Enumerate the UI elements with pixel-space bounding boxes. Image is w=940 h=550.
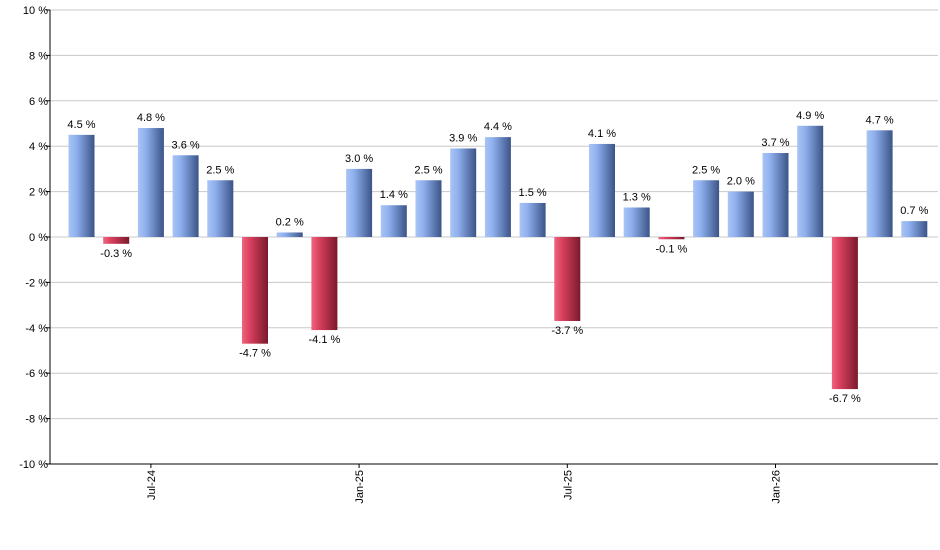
- bar-negative: [554, 237, 581, 321]
- y-tick-label: 6 %: [29, 96, 48, 108]
- x-tick-label: Jan-25: [354, 470, 366, 504]
- y-tick-label: 10 %: [23, 5, 48, 17]
- data-label: 1.4 %: [380, 189, 408, 201]
- bar-positive: [450, 148, 477, 237]
- bar-positive: [172, 155, 199, 237]
- data-label: -6.7 %: [829, 393, 861, 405]
- data-label: 3.0 %: [345, 153, 373, 165]
- data-label: 3.6 %: [172, 139, 200, 151]
- data-labels: 4.5 % -0.3 % 4.8 % 3.6 % 2.5 % -4.7 % 0.2 % -4.…: [67, 110, 928, 405]
- bar-positive: [623, 207, 650, 237]
- bar-negative: [311, 237, 338, 331]
- y-tick-label: -4 %: [25, 323, 48, 335]
- bar-negative: [831, 237, 858, 390]
- data-label: 2.5 %: [414, 164, 442, 176]
- bar-negative: [658, 237, 685, 240]
- x-tick-label: Jul-25: [562, 470, 574, 500]
- y-tick-label: 2 %: [29, 187, 48, 199]
- data-label: -3.7 %: [551, 325, 583, 337]
- data-label: 2.5 %: [206, 164, 234, 176]
- data-label: 3.9 %: [449, 132, 477, 144]
- bar-positive: [346, 168, 373, 237]
- bar-positive: [693, 180, 720, 237]
- bar-negative: [103, 237, 130, 244]
- y-tick-label: 8 %: [29, 50, 48, 62]
- data-label: 4.5 %: [67, 119, 95, 131]
- bar-positive: [519, 202, 546, 237]
- bar-positive: [762, 153, 789, 237]
- data-label: 4.7 %: [866, 114, 894, 126]
- bar-positive: [276, 232, 303, 237]
- bars: [68, 125, 928, 390]
- data-label: 4.4 %: [484, 121, 512, 133]
- bar-positive: [137, 128, 164, 237]
- data-label: 4.9 %: [796, 110, 824, 122]
- x-tick-label: Jan-26: [771, 470, 783, 504]
- data-label: 1.3 %: [623, 191, 651, 203]
- bar-positive: [415, 180, 442, 237]
- data-label: 1.5 %: [519, 187, 547, 199]
- data-label: 0.7 %: [900, 205, 928, 217]
- data-label: 0.2 %: [276, 216, 304, 228]
- bar-positive: [68, 134, 95, 237]
- y-tick-label: -8 %: [25, 414, 48, 426]
- bar-positive: [207, 180, 234, 237]
- data-label: 3.7 %: [761, 137, 789, 149]
- bar-positive: [589, 143, 615, 237]
- bar-positive: [727, 191, 754, 237]
- data-label: -0.3 %: [100, 248, 132, 260]
- data-label: 2.0 %: [727, 176, 755, 188]
- bar-positive: [901, 221, 928, 237]
- data-label: -0.1 %: [656, 243, 688, 255]
- bar-negative: [242, 237, 268, 344]
- y-tick-label: 0 %: [29, 232, 48, 244]
- bar-positive: [484, 137, 511, 237]
- data-label: -4.7 %: [239, 348, 271, 360]
- y-tick-label: 4 %: [29, 141, 48, 153]
- x-tick-label: Jul-24: [146, 470, 158, 500]
- bar-positive: [797, 125, 824, 237]
- y-tick-label: -6 %: [25, 368, 48, 380]
- data-label: 4.1 %: [588, 128, 616, 140]
- bar-positive: [380, 205, 407, 237]
- y-tick-label: -10 %: [19, 459, 48, 471]
- bar-positive: [866, 130, 893, 237]
- data-label: 2.5 %: [692, 164, 720, 176]
- axes: 10 % 8 % 6 % 4 % 2 % 0 % -2 % -4 % -6 % -8 % -10 %…: [19, 5, 938, 504]
- data-label: 4.8 %: [137, 112, 165, 124]
- data-label: -4.1 %: [309, 334, 341, 346]
- y-tick-label: -2 %: [25, 277, 48, 289]
